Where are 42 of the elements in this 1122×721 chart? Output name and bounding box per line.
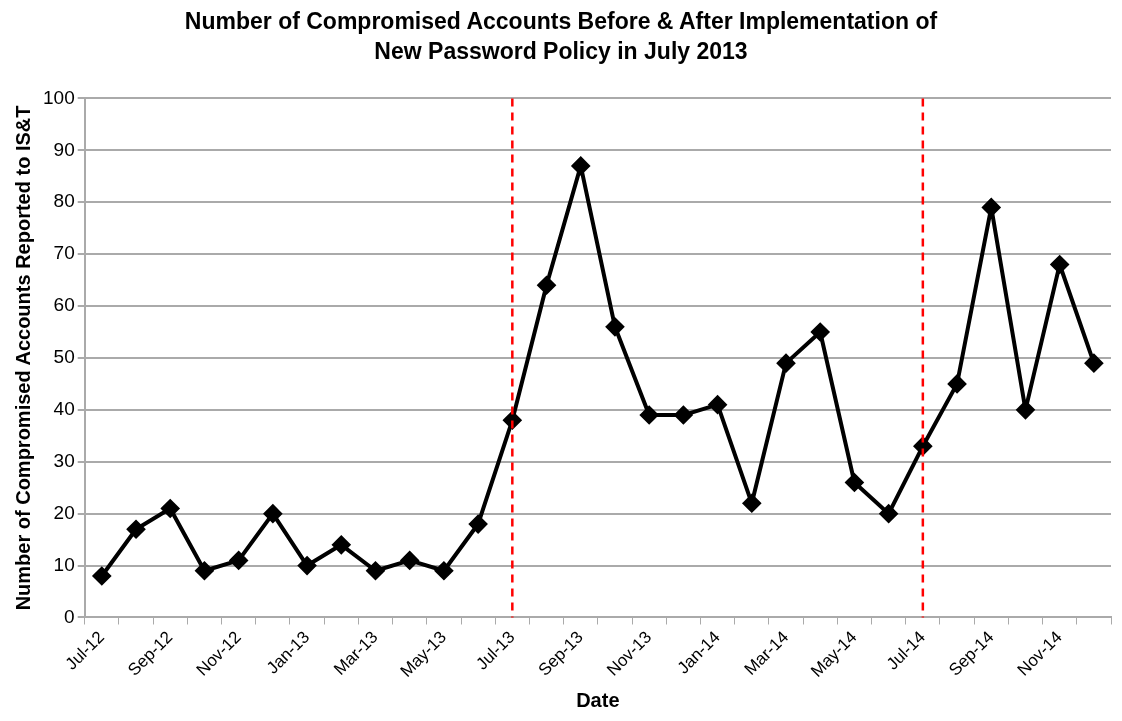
point <box>1050 255 1069 274</box>
point <box>1016 400 1035 419</box>
point <box>161 499 180 518</box>
point <box>366 561 385 580</box>
y-tick-label: 20 <box>53 501 75 523</box>
y-tick-label: 10 <box>53 553 75 575</box>
point <box>537 276 556 295</box>
y-tick-label: 90 <box>53 138 75 160</box>
point <box>469 515 488 534</box>
point <box>1084 354 1103 373</box>
point <box>742 494 761 513</box>
point <box>777 354 796 373</box>
chart-title: Number of Compromised Accounts Before & After Implementation of New Password Policy in July 2013 <box>183 7 939 66</box>
x-axis-title: Date <box>576 688 620 711</box>
y-tick-label: 30 <box>53 450 75 471</box>
y-tick-label: 60 <box>53 294 75 316</box>
y-tick-label: 40 <box>53 398 75 420</box>
y-tick-label: 50 <box>53 346 75 368</box>
y-tick-label: 100 <box>43 86 75 108</box>
point <box>92 566 111 585</box>
point <box>845 473 864 492</box>
point <box>127 520 146 539</box>
point <box>708 395 727 414</box>
point <box>811 322 830 341</box>
point <box>434 561 453 580</box>
point <box>229 551 248 570</box>
y-tick-label: 80 <box>53 190 75 212</box>
point <box>674 406 693 425</box>
point <box>195 561 214 580</box>
point <box>332 535 351 554</box>
point <box>400 551 419 570</box>
point <box>605 317 624 336</box>
y-axis-title: Number of Compromised Accounts Reported to IS&T <box>11 105 34 611</box>
point <box>879 504 898 523</box>
point <box>948 374 967 393</box>
point <box>640 406 659 425</box>
y-tick-label: 70 <box>53 242 75 264</box>
y-tick-label: 0 <box>64 605 75 627</box>
point <box>263 504 282 523</box>
point <box>298 556 317 575</box>
point <box>571 156 590 175</box>
point <box>982 198 1001 217</box>
